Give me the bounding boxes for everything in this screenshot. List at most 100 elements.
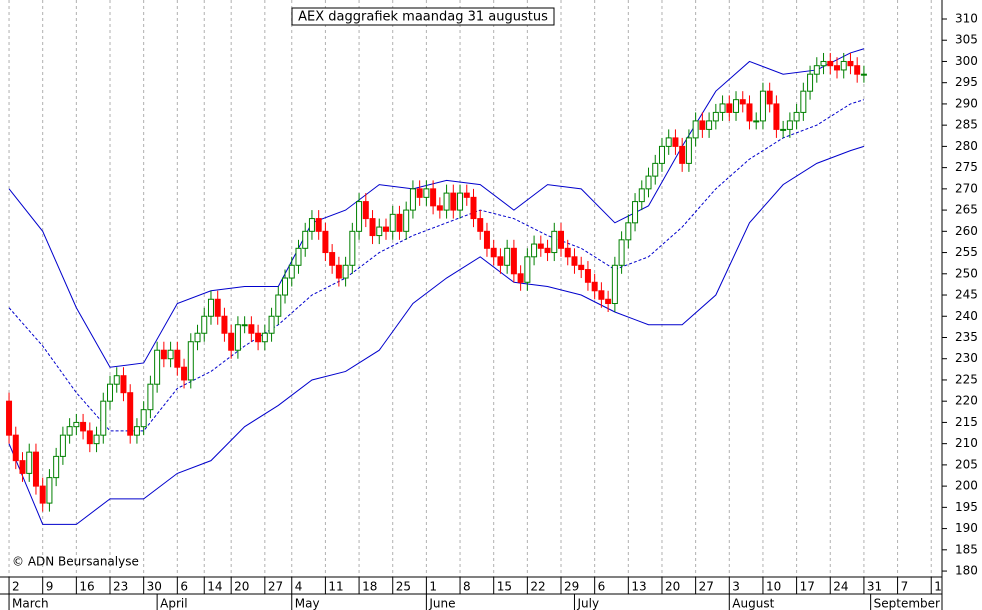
month-label: April [160, 597, 187, 610]
candle-body [692, 120, 699, 139]
annotation: © ADN Beursanalyse [12, 555, 139, 569]
candle-body [174, 349, 181, 368]
x-tick-label: 27 [699, 580, 714, 594]
candle-body [127, 392, 134, 436]
candle-body [847, 60, 854, 67]
candle-body [342, 264, 349, 279]
x-tick-label: 13 [631, 580, 646, 594]
candle-body [564, 247, 571, 258]
candle-body [591, 281, 598, 292]
x-tick-label: 29 [564, 580, 579, 594]
candle-body [625, 222, 632, 241]
y-tick-label: 260 [955, 224, 978, 238]
candle-body [504, 247, 511, 266]
candle-body [133, 426, 140, 436]
month-label: June [428, 597, 455, 610]
candle-body [618, 239, 625, 266]
candle-body [295, 247, 302, 266]
candle-body [807, 73, 814, 92]
y-tick-label: 285 [955, 118, 978, 132]
x-tick-label: 24 [833, 580, 848, 594]
candle-body [349, 230, 356, 266]
x-tick-label: 11 [328, 580, 343, 594]
candle-body [6, 400, 13, 436]
x-tick-label: 30 [147, 580, 162, 594]
y-tick-label: 230 [955, 351, 978, 365]
x-tick-label: 23 [113, 580, 128, 594]
y-tick-label: 270 [955, 181, 978, 195]
candle-body [813, 65, 820, 75]
candle-body [308, 218, 315, 232]
candle-body [181, 366, 188, 381]
candle-body [827, 60, 834, 67]
x-tick-label: 22 [530, 580, 545, 594]
candle-body [706, 120, 713, 130]
candle-body [389, 213, 396, 232]
candle-body [59, 434, 66, 457]
candle-body [154, 349, 161, 385]
candle-body [356, 201, 363, 232]
candle-body [450, 192, 457, 211]
candle-body [396, 213, 403, 232]
y-tick-label: 185 [955, 542, 978, 556]
candle-body [12, 434, 19, 462]
bollinger-band [8, 99, 865, 432]
x-tick-label: 25 [396, 580, 411, 594]
candle-body [463, 192, 470, 198]
x-tick-label: 31 [867, 580, 882, 594]
candle-body [147, 383, 154, 411]
candle-body [26, 451, 33, 474]
candle-body [302, 230, 309, 249]
candle-body [457, 192, 464, 211]
candle-body [665, 137, 672, 147]
candle-body [800, 90, 807, 113]
x-tick-label: 1 [934, 580, 942, 594]
candle-body [241, 324, 248, 327]
candle-body [544, 247, 551, 254]
candle-body [194, 332, 201, 343]
y-tick-label: 210 [955, 436, 978, 450]
candle-body [322, 230, 329, 254]
candle-body [746, 103, 753, 122]
candle-body [719, 103, 726, 113]
month-label: July [576, 597, 599, 610]
candle-body [739, 99, 746, 105]
candle-body [578, 264, 585, 271]
candle-body [854, 65, 861, 75]
candle-body [362, 201, 369, 220]
candle-body [558, 230, 565, 249]
candle-body [497, 256, 504, 266]
candle-body [712, 111, 719, 122]
candle-body [726, 103, 733, 113]
candle-body [288, 264, 295, 279]
candle-body [632, 201, 639, 224]
candle-body [93, 434, 100, 445]
y-tick-label: 265 [955, 203, 978, 217]
candle-body [248, 324, 255, 334]
candle-body [638, 188, 645, 203]
grid [8, 0, 932, 577]
candle-body [436, 205, 443, 211]
candle-body [423, 188, 430, 198]
candle-body [605, 298, 612, 305]
x-axis: 2 9 16 23 30 6 14 20 27 4 11 18 25 1 8 15 22 29 6 13 20 27 3 10… [8, 577, 942, 610]
candle-body [100, 400, 107, 436]
candle-body [786, 120, 793, 130]
x-tick-label: 14 [207, 580, 222, 594]
y-tick-label: 195 [955, 500, 978, 514]
y-tick-label: 215 [955, 415, 978, 429]
x-tick-label: 4 [295, 580, 303, 594]
candle-body [73, 421, 80, 428]
y-tick-label: 200 [955, 479, 978, 493]
x-tick-label: 27 [268, 580, 283, 594]
candle-body [524, 256, 531, 283]
candle-body [780, 128, 787, 131]
x-tick-label: 16 [79, 580, 94, 594]
candle-body [261, 332, 268, 343]
month-label: May [295, 597, 320, 610]
y-tick-label: 275 [955, 160, 978, 174]
candle-body [840, 60, 847, 71]
candle-body [160, 349, 167, 360]
candle-body [255, 332, 262, 343]
candle-body [315, 218, 322, 232]
